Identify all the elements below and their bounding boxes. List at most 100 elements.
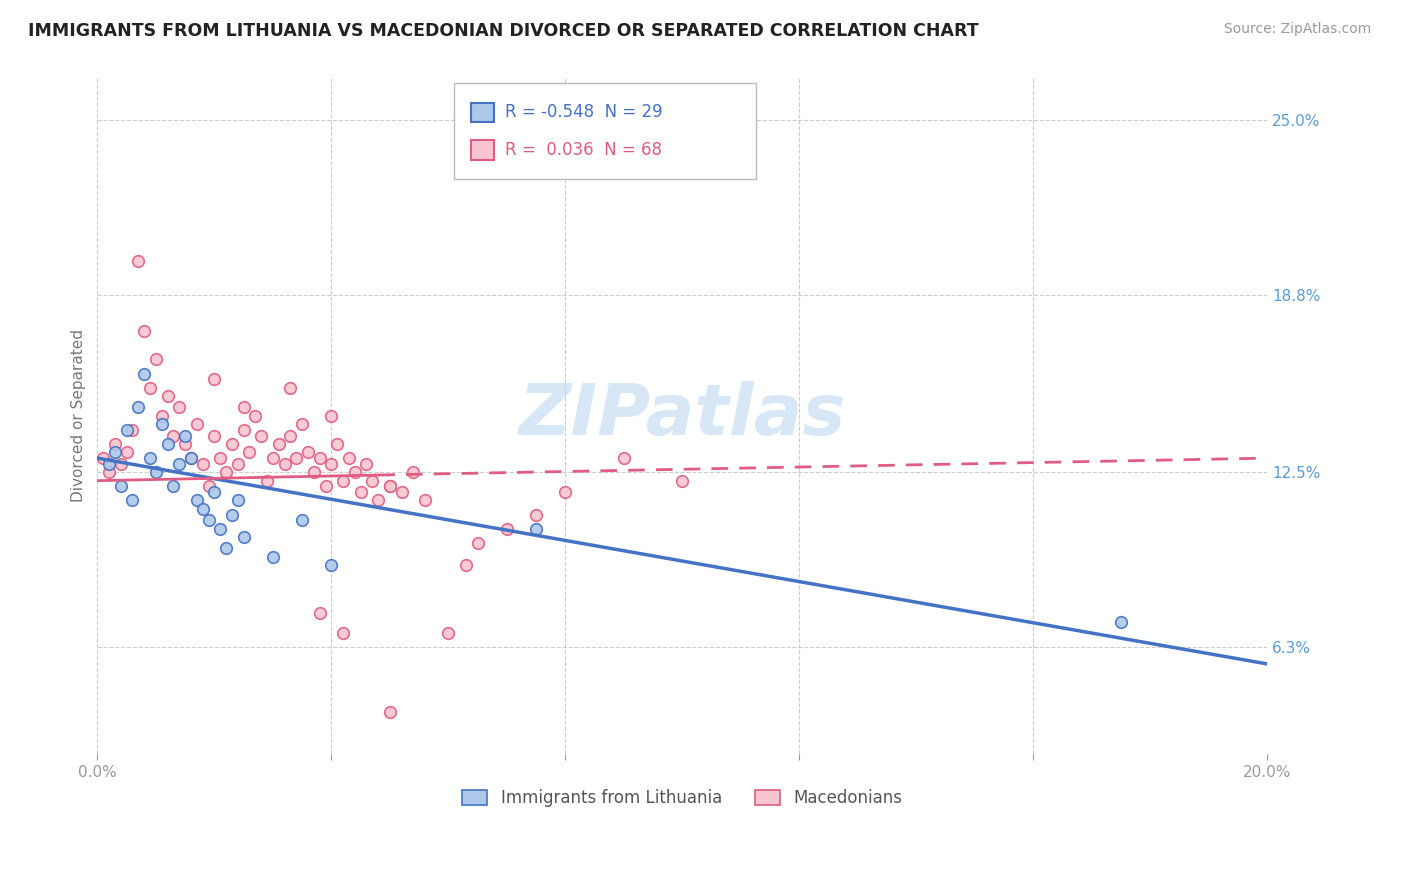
Point [454, 558, 477, 573]
Point [209, 451, 232, 466]
Point [1109, 615, 1132, 629]
Point [273, 457, 295, 471]
Point [98, 457, 121, 471]
Point [402, 465, 425, 479]
Point [496, 522, 519, 536]
Point [186, 417, 208, 432]
Point [232, 401, 254, 415]
Point [378, 705, 401, 719]
Text: ZIPatlas: ZIPatlas [519, 381, 846, 450]
Point [139, 451, 162, 466]
Point [321, 409, 343, 423]
Text: R =  0.036  N = 68: R = 0.036 N = 68 [506, 141, 662, 159]
Point [337, 451, 360, 466]
Point [332, 626, 354, 640]
Point [671, 474, 693, 488]
Point [191, 501, 214, 516]
Point [162, 428, 184, 442]
Point [361, 474, 384, 488]
Point [174, 437, 197, 451]
Point [413, 493, 436, 508]
Point [467, 535, 489, 549]
Point [232, 423, 254, 437]
Point [162, 479, 184, 493]
Point [180, 451, 202, 466]
Point [174, 428, 197, 442]
Point [221, 437, 243, 451]
Point [262, 549, 284, 564]
Point [104, 437, 127, 451]
Point [343, 465, 366, 479]
Point [150, 417, 173, 432]
Point [326, 437, 349, 451]
Point [215, 465, 238, 479]
Point [167, 457, 190, 471]
Point [321, 558, 343, 573]
Point [215, 541, 238, 556]
Point [134, 367, 156, 381]
Point [321, 457, 343, 471]
Point [291, 513, 314, 527]
Point [315, 479, 337, 493]
Point [232, 530, 254, 544]
Point [156, 437, 179, 451]
Point [554, 485, 576, 500]
Point [308, 451, 330, 466]
Point [332, 474, 354, 488]
Point [98, 465, 121, 479]
Point [134, 324, 156, 338]
Point [197, 479, 219, 493]
Point [121, 493, 143, 508]
Point [267, 437, 290, 451]
Point [291, 417, 314, 432]
Point [197, 513, 219, 527]
Point [391, 485, 413, 500]
Point [186, 493, 208, 508]
Point [167, 401, 190, 415]
Point [104, 445, 127, 459]
Point [115, 445, 138, 459]
Point [180, 451, 202, 466]
Point [262, 451, 284, 466]
Point [127, 401, 149, 415]
Y-axis label: Divorced or Separated: Divorced or Separated [72, 329, 86, 502]
Point [238, 445, 260, 459]
Point [110, 457, 132, 471]
Point [437, 626, 460, 640]
Text: R = -0.548  N = 29: R = -0.548 N = 29 [506, 103, 664, 121]
Point [145, 352, 167, 367]
Point [524, 508, 547, 522]
Point [613, 451, 636, 466]
Point [221, 508, 243, 522]
Point [245, 409, 267, 423]
Point [115, 423, 138, 437]
Point [209, 522, 232, 536]
Point [202, 485, 225, 500]
Point [250, 428, 273, 442]
Point [308, 606, 330, 620]
Point [202, 428, 225, 442]
Point [110, 479, 132, 493]
Point [280, 381, 302, 395]
Point [202, 372, 225, 386]
Point [285, 451, 308, 466]
Point [191, 457, 214, 471]
Text: Source: ZipAtlas.com: Source: ZipAtlas.com [1223, 22, 1371, 37]
Text: IMMIGRANTS FROM LITHUANIA VS MACEDONIAN DIVORCED OR SEPARATED CORRELATION CHART: IMMIGRANTS FROM LITHUANIA VS MACEDONIAN … [28, 22, 979, 40]
Point [378, 479, 401, 493]
Point [280, 428, 302, 442]
Legend: Immigrants from Lithuania, Macedonians: Immigrants from Lithuania, Macedonians [456, 782, 910, 814]
Point [127, 253, 149, 268]
Point [302, 465, 325, 479]
Point [349, 485, 371, 500]
Point [145, 465, 167, 479]
Point [297, 445, 319, 459]
Point [91, 451, 114, 466]
Point [121, 423, 143, 437]
Point [226, 457, 249, 471]
Point [150, 409, 173, 423]
Point [139, 381, 162, 395]
Point [156, 389, 179, 403]
Point [378, 479, 401, 493]
Point [356, 457, 378, 471]
